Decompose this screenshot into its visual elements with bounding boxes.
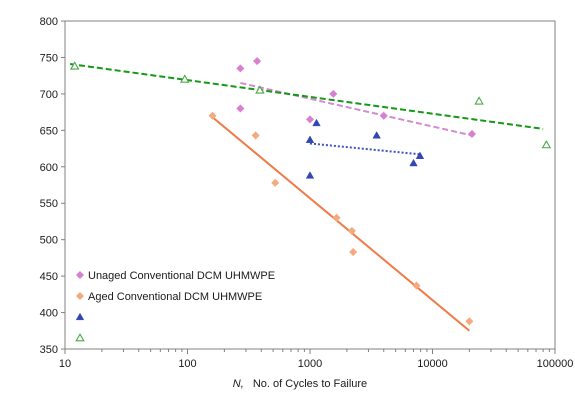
x-axis-title-italic: N, <box>233 378 244 390</box>
trendline-series-2 <box>211 116 471 332</box>
data-point-series-3 <box>305 135 315 143</box>
data-point-series-3 <box>312 118 321 127</box>
y-tick-label: 550 <box>40 198 58 210</box>
data-point-series-3 <box>415 151 425 159</box>
data-point-series-4 <box>180 74 190 83</box>
data-point-series-1 <box>329 89 338 98</box>
data-point-series-1 <box>467 129 476 139</box>
data-point-series-2 <box>347 226 356 235</box>
legend-marker-4 <box>75 333 85 342</box>
data-point-series-4 <box>474 96 484 105</box>
data-point-series-1 <box>253 57 262 66</box>
x-axis-title-rest: No. of Cycles to Failure <box>253 378 367 390</box>
data-point-series-1 <box>236 64 245 73</box>
data-point-series-2 <box>412 281 421 290</box>
legend-marker-1 <box>75 270 85 280</box>
data-point-series-2 <box>349 248 358 257</box>
legend-marker-2 <box>75 291 85 301</box>
trendlines <box>69 63 544 332</box>
x-tick-label: 10 <box>59 358 71 370</box>
x-axis-title: N, No. of Cycles to Failure <box>233 378 367 390</box>
x-tick-label: 10000 <box>417 358 448 370</box>
x-tick-label: 100000 <box>537 358 574 370</box>
y-tick-label: 400 <box>40 308 58 320</box>
data-point-series-3 <box>409 158 418 167</box>
x-tick-label: 100 <box>178 358 196 370</box>
y-tick-label: 800 <box>40 16 58 28</box>
legend-label-1: Unaged Conventional DCM UHMWPE <box>88 270 275 282</box>
legend: Unaged Conventional DCM UHMWPE Aged Conve… <box>75 270 275 342</box>
x-axis: 10 100 1000 10000 100000 <box>59 349 573 370</box>
data-point-series-1 <box>236 104 245 113</box>
data-point-series-2 <box>332 213 341 222</box>
data-point-series-2 <box>208 111 217 120</box>
data-point-series-2 <box>271 178 280 187</box>
legend-marker-3 <box>75 312 85 321</box>
data-point-series-1 <box>379 111 388 120</box>
data-point-series-1 <box>305 115 315 124</box>
trendline-series-4 <box>69 63 544 130</box>
y-tick-label: 600 <box>40 162 58 174</box>
data-point-series-4 <box>541 140 552 149</box>
trendline-series-3 <box>309 142 421 156</box>
data-point-series-2 <box>251 131 260 140</box>
y-tick-label: 750 <box>40 52 58 64</box>
data-point-series-4 <box>69 61 80 70</box>
y-tick-label: 700 <box>40 89 58 101</box>
y-tick-label: 500 <box>40 235 58 247</box>
plot-area <box>64 20 556 350</box>
y-tick-label: 450 <box>40 271 58 283</box>
y-tick-label: 350 <box>40 344 58 356</box>
legend-label-2: Aged Conventional DCM UHMWPE <box>88 291 262 303</box>
y-tick-label: 650 <box>40 125 58 137</box>
data-point-series-2 <box>465 317 474 326</box>
y-axis: 350 400 450 500 550 600 650 700 750 800 <box>40 16 65 356</box>
data-point-series-4 <box>255 85 265 94</box>
x-tick-label: 1000 <box>298 358 322 370</box>
data-point-series-3 <box>372 131 381 139</box>
data-point-series-3 <box>305 171 315 179</box>
data-points <box>69 57 552 326</box>
